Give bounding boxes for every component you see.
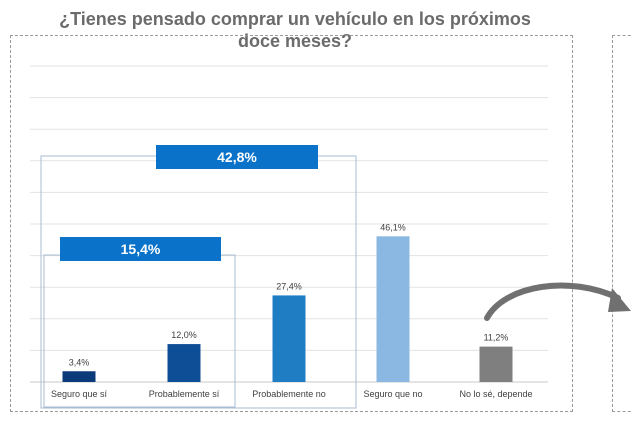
bar-value-label: 12,0% <box>171 330 197 340</box>
bar <box>479 346 513 382</box>
group-box-inner <box>43 254 236 408</box>
bar-value-label: 11,2% <box>484 333 509 343</box>
chart-frame <box>10 35 573 412</box>
group-badge-label: 42,8% <box>217 149 257 165</box>
bar <box>272 295 306 382</box>
next-chart-frame <box>612 35 633 412</box>
category-label: No lo sé, depende <box>459 389 532 399</box>
bar-value-label: 3,4% <box>69 357 90 367</box>
chart-title-line2: doce meses? <box>237 31 353 51</box>
chart-title: ¿Tienes pensado comprar un vehículo en l… <box>0 8 590 52</box>
group-badge <box>60 237 221 261</box>
group-badge <box>156 145 318 169</box>
chart-title-line1: ¿Tienes pensado comprar un vehículo en l… <box>59 9 531 29</box>
category-label: Probablemente sí <box>149 389 220 399</box>
bar-value-label: 46,1% <box>380 222 406 232</box>
group-badge-label: 15,4% <box>121 241 161 257</box>
bar <box>376 236 410 382</box>
category-label: Seguro que no <box>363 389 422 399</box>
category-label: Probablemente no <box>252 389 326 399</box>
arrow-head-icon <box>608 288 631 312</box>
bar <box>62 371 96 382</box>
bar <box>167 344 201 382</box>
curved-arrow-icon <box>484 282 621 321</box>
category-label: Seguro que sí <box>51 389 108 399</box>
bar-value-label: 27,4% <box>276 281 302 291</box>
